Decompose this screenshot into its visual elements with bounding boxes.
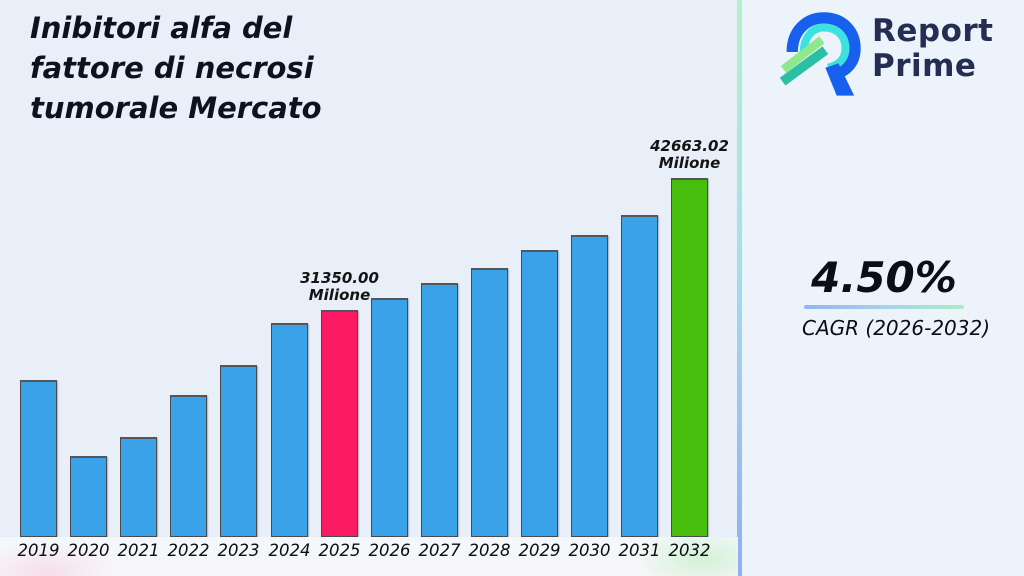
x-tick-2032: 2032 <box>668 541 711 560</box>
x-tick-2027: 2027 <box>418 541 461 560</box>
bar-2025 <box>321 310 358 537</box>
page-title-line: fattore di necrosi <box>30 51 314 85</box>
annotation-value: 42663.02 <box>650 137 729 155</box>
bar-2028 <box>471 268 508 537</box>
page-title-line: tumorale Mercato <box>30 91 322 125</box>
brand-logo <box>779 8 862 96</box>
x-tick-2031: 2031 <box>618 541 661 560</box>
bar-annotation-2025: 31350.00 Milione <box>300 270 379 304</box>
x-tick-2020: 2020 <box>67 541 110 560</box>
x-tick-2025: 2025 <box>318 541 361 560</box>
x-tick-2023: 2023 <box>217 541 260 560</box>
bar-2031 <box>621 215 658 537</box>
bar-annotation-2032: 42663.02 Milione <box>650 138 729 172</box>
x-tick-2022: 2022 <box>167 541 210 560</box>
page-title: Inibitori alfa del fattore di necrosi tu… <box>30 8 322 128</box>
cagr-underline-accent <box>804 305 964 309</box>
x-tick-2028: 2028 <box>468 541 511 560</box>
cagr-value: 4.50% <box>811 253 957 302</box>
brand-name-line: Report <box>872 13 994 49</box>
page-title-line: Inibitori alfa del <box>30 11 293 45</box>
bar-2027 <box>421 283 458 537</box>
report-prime-logo-icon <box>779 12 861 96</box>
bar-2032 <box>671 178 708 537</box>
bar-2021 <box>120 437 157 537</box>
x-tick-2026: 2026 <box>368 541 411 560</box>
x-tick-2019: 2019 <box>17 541 60 560</box>
bar-2020 <box>70 456 107 537</box>
market-bar-chart <box>0 150 738 537</box>
brand-name: Report Prime <box>872 14 994 84</box>
x-tick-2030: 2030 <box>568 541 611 560</box>
bar-2019 <box>20 380 57 537</box>
bar-2022 <box>170 395 207 537</box>
bar-2029 <box>521 250 558 537</box>
brand-name-line: Prime <box>872 48 977 84</box>
cagr-block: 4.50% CAGR (2026-2032) <box>802 253 991 341</box>
bar-2023 <box>220 365 257 537</box>
bar-2024 <box>271 323 308 537</box>
x-tick-2021: 2021 <box>117 541 160 560</box>
annotation-value: 31350.00 <box>300 269 379 287</box>
bar-2026 <box>371 298 408 537</box>
x-axis-strip <box>0 537 738 576</box>
stats-panel <box>742 0 1024 576</box>
annotation-unit: Milione <box>658 154 721 172</box>
cagr-caption: CAGR (2026-2032) <box>802 316 991 340</box>
annotation-unit: Milione <box>308 286 371 304</box>
x-tick-2024: 2024 <box>268 541 311 560</box>
x-tick-2029: 2029 <box>518 541 561 560</box>
bar-2030 <box>571 235 608 537</box>
section-divider <box>737 0 742 576</box>
